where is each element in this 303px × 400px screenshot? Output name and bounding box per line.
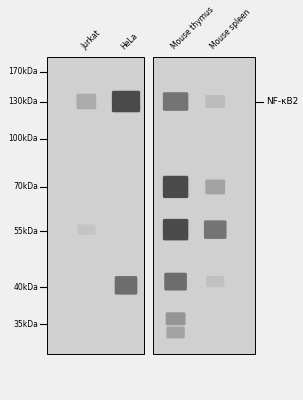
Text: Mouse thymus: Mouse thymus <box>169 6 215 51</box>
FancyBboxPatch shape <box>163 92 188 111</box>
Bar <box>153 57 255 354</box>
Text: 55kDa: 55kDa <box>13 227 38 236</box>
FancyBboxPatch shape <box>76 94 96 109</box>
Text: 100kDa: 100kDa <box>8 134 38 143</box>
FancyBboxPatch shape <box>163 176 188 198</box>
FancyBboxPatch shape <box>166 312 185 325</box>
FancyBboxPatch shape <box>112 91 140 112</box>
Text: 40kDa: 40kDa <box>13 283 38 292</box>
Text: 70kDa: 70kDa <box>13 182 38 192</box>
FancyBboxPatch shape <box>204 220 227 239</box>
FancyBboxPatch shape <box>164 273 187 290</box>
Text: 35kDa: 35kDa <box>13 320 38 329</box>
Text: HeLa: HeLa <box>120 31 140 51</box>
FancyBboxPatch shape <box>115 276 137 295</box>
FancyBboxPatch shape <box>206 276 225 287</box>
Text: 170kDa: 170kDa <box>8 67 38 76</box>
FancyBboxPatch shape <box>163 219 188 240</box>
Text: Mouse spleen: Mouse spleen <box>209 8 252 51</box>
FancyBboxPatch shape <box>77 224 95 235</box>
FancyBboxPatch shape <box>205 95 225 108</box>
Bar <box>47 57 145 354</box>
Text: NF-κB2: NF-κB2 <box>266 97 298 106</box>
FancyBboxPatch shape <box>166 326 185 338</box>
FancyBboxPatch shape <box>205 180 225 194</box>
Text: Jurkat: Jurkat <box>80 29 102 51</box>
Text: 130kDa: 130kDa <box>8 97 38 106</box>
